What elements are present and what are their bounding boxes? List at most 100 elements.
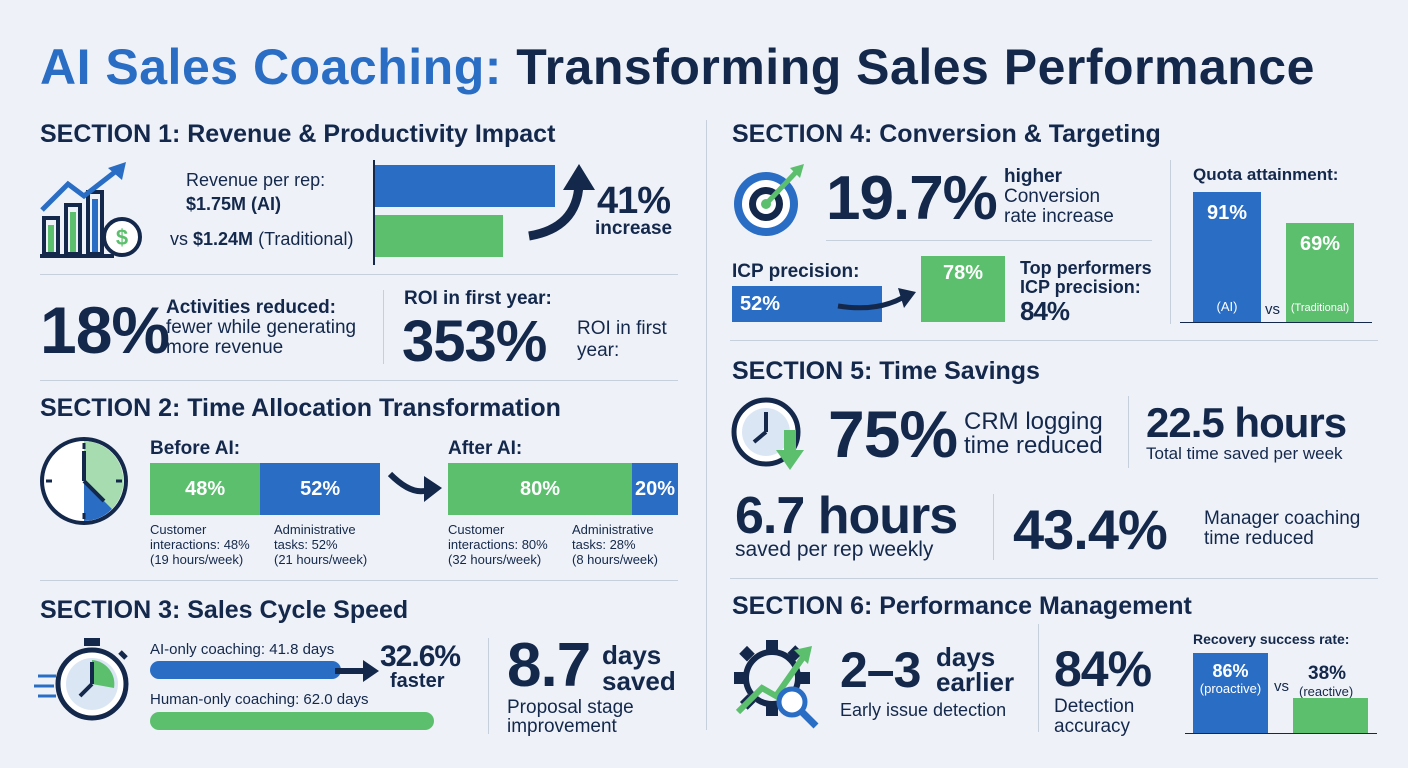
section-4-heading: SECTION 4: Conversion & Targeting xyxy=(732,120,1161,148)
after-bar-admin: 20% xyxy=(632,463,678,515)
roi-title: ROI in first year: xyxy=(404,288,552,309)
icp-arrow-icon xyxy=(837,288,916,311)
manager-line-1: Manager coaching xyxy=(1204,508,1361,529)
after-customer-caption: Customer interactions: 80% (32 hours/wee… xyxy=(448,522,548,567)
recovery-reactive-label: (reactive) xyxy=(1299,684,1354,699)
revenue-trad-prefix: vs xyxy=(170,229,188,249)
rep-hours: 6.7 hours xyxy=(735,487,958,545)
section-5-heading: SECTION 5: Time Savings xyxy=(732,357,1040,385)
proposal-line-1: Proposal stage xyxy=(507,697,634,718)
saved-word: saved xyxy=(602,666,676,696)
section-3-heading: SECTION 3: Sales Cycle Speed xyxy=(40,596,409,624)
divider xyxy=(383,290,384,364)
quota-bar-ai: 91% (AI) xyxy=(1193,192,1261,322)
faster-pct: 32.6% xyxy=(380,640,461,673)
page-title: AI Sales Coaching: Transforming Sales Pe… xyxy=(40,38,1315,96)
before-customer-caption: Customer interactions: 48% (19 hours/wee… xyxy=(150,522,250,567)
proposal-line-2: improvement xyxy=(507,716,617,737)
quota-ai-pct: 91% xyxy=(1206,202,1248,224)
early-range: 2–3 xyxy=(840,642,921,698)
early-label: Early issue detection xyxy=(840,700,1007,720)
crm-line-2: time reduced xyxy=(964,432,1103,459)
revenue-label: Revenue per rep: xyxy=(186,170,326,190)
manager-pct: 43.4% xyxy=(1013,498,1168,561)
quota-vs: vs xyxy=(1265,301,1280,318)
target-arrow-icon xyxy=(734,164,804,236)
early-earlier: earlier xyxy=(936,667,1015,697)
revenue-trad-suffix: (Traditional) xyxy=(258,229,354,249)
roi-line-1: ROI in first xyxy=(577,318,667,339)
total-label: Total time saved per week xyxy=(1146,444,1343,463)
top-performers-line-2: ICP precision: xyxy=(1020,277,1141,297)
growth-chart-icon xyxy=(40,162,126,258)
divider xyxy=(826,240,1152,241)
divider xyxy=(1038,624,1039,732)
quota-title: Quota attainment: xyxy=(1193,165,1339,184)
conversion-line-3: rate increase xyxy=(1004,206,1114,227)
activities-pct: 18% xyxy=(40,293,170,367)
dollar-coin-icon: $ xyxy=(102,217,142,257)
caption-line: tasks: 28% xyxy=(572,537,636,552)
top-performers-value: 84% xyxy=(1020,296,1070,326)
detection-pct: 84% xyxy=(1054,641,1152,697)
icp-bar-current: 52% xyxy=(732,286,882,322)
roi-line-2: year: xyxy=(577,340,620,361)
revenue-ai: $1.75M (AI) xyxy=(186,194,282,214)
revenue-axis xyxy=(373,160,375,265)
caption-line: (21 hours/week) xyxy=(274,552,368,567)
early-days: days xyxy=(936,642,996,672)
faster-label: faster xyxy=(390,670,445,692)
increase-pct: 41% xyxy=(597,180,671,222)
divider xyxy=(730,578,1378,579)
recovery-reactive-pct: 38% xyxy=(1308,663,1347,684)
caption-line: interactions: 48% xyxy=(150,537,250,552)
caption-line: Customer xyxy=(448,522,505,537)
total-hours: 22.5 hours xyxy=(1146,399,1347,446)
divider xyxy=(993,494,994,560)
caption-line: interactions: 80% xyxy=(448,537,548,552)
divider xyxy=(730,340,1378,341)
quota-trad-label: (Traditional) xyxy=(1290,302,1350,314)
after-bar: 80% 20% xyxy=(448,463,678,515)
days-word: days xyxy=(602,640,662,670)
section-2-heading: SECTION 2: Time Allocation Transformatio… xyxy=(40,394,561,422)
caption-line: (19 hours/week) xyxy=(150,552,244,567)
detection-line-1: Detection xyxy=(1054,696,1135,717)
divider xyxy=(40,380,678,381)
ai-coaching-label: AI-only coaching: 41.8 days xyxy=(150,641,335,658)
recovery-baseline xyxy=(1185,733,1377,734)
increase-label: increase xyxy=(595,218,673,239)
detection-line-2: accuracy xyxy=(1054,716,1131,737)
caption-line: Customer xyxy=(150,522,207,537)
divider xyxy=(40,580,678,581)
revenue-trad-value: $1.24M xyxy=(193,229,254,249)
clock-down-arrow-icon xyxy=(731,397,804,470)
crm-line-1: CRM logging xyxy=(964,408,1103,435)
divider xyxy=(1170,160,1171,324)
quota-ai-label: (AI) xyxy=(1216,299,1238,314)
caption-line: (32 hours/week) xyxy=(448,552,542,567)
transition-arrow-icon xyxy=(387,471,442,502)
after-bar-customer: 80% xyxy=(448,463,632,515)
days-saved-number: 8.7 xyxy=(507,631,591,700)
activities-line-3: more revenue xyxy=(166,337,284,358)
divider xyxy=(488,638,489,734)
caption-line: tasks: 52% xyxy=(274,537,338,552)
title-part-1: AI Sales Coaching: xyxy=(40,39,502,95)
conversion-line-2: Conversion xyxy=(1004,186,1101,207)
column-divider xyxy=(706,120,707,730)
before-bar-customer: 48% xyxy=(150,463,261,515)
after-label: After AI: xyxy=(448,438,523,459)
revenue-bar-traditional xyxy=(375,215,503,257)
recovery-bar-reactive xyxy=(1293,698,1368,733)
recovery-bar-proactive: 86% (proactive) xyxy=(1193,653,1268,733)
top-performers-line-1: Top performers xyxy=(1020,258,1152,278)
human-coaching-bar xyxy=(150,712,434,730)
icp-label: ICP precision: xyxy=(732,261,860,282)
recovery-proactive-pct: 86% xyxy=(1212,661,1249,681)
before-bar: 48% 52% xyxy=(150,463,380,515)
caption-line: Administrative xyxy=(572,522,654,537)
roi-pct: 353% xyxy=(402,309,547,374)
quota-trad-pct: 69% xyxy=(1299,233,1341,255)
section-1-heading: SECTION 1: Revenue & Productivity Impact xyxy=(40,120,556,148)
